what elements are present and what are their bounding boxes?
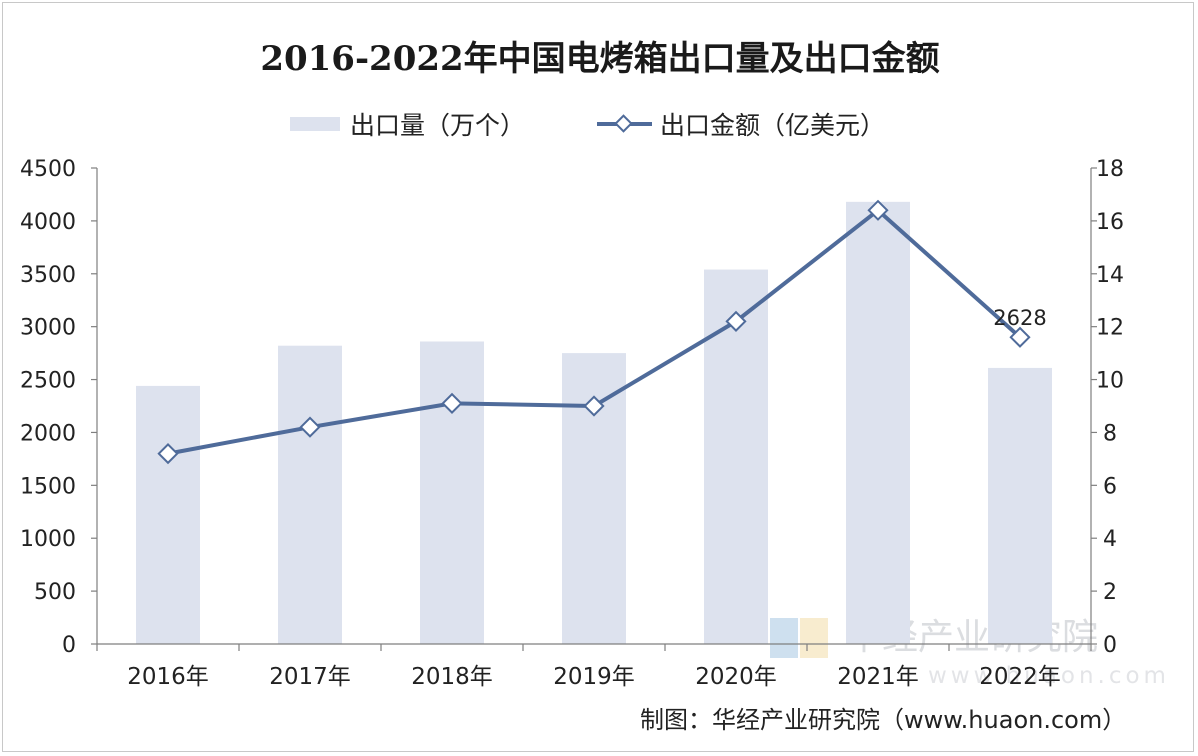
bar xyxy=(136,385,200,644)
y-right-tick-label: 18 xyxy=(1096,157,1124,182)
x-tick-label: 2017年 xyxy=(269,664,351,690)
y-right-tick-label: 10 xyxy=(1096,369,1124,394)
y-left-tick-label: 500 xyxy=(34,580,76,605)
y-right-tick-label: 16 xyxy=(1096,210,1124,235)
source-note: 制图：华经产业研究院（www.huaon.com） xyxy=(640,706,1126,734)
y-right-tick-label: 2 xyxy=(1103,580,1117,605)
y-left-tick-label: 4500 xyxy=(20,157,76,182)
y-right-tick-label: 6 xyxy=(1103,474,1117,499)
x-tick-label: 2022年 xyxy=(979,664,1061,690)
x-tick-label: 2019年 xyxy=(553,664,635,690)
watermark-logo-left xyxy=(770,618,798,658)
bar xyxy=(278,345,342,644)
y-right-tick-label: 14 xyxy=(1096,263,1124,288)
y-right-tick-label: 4 xyxy=(1103,527,1117,552)
y-right-tick-label: 0 xyxy=(1103,633,1117,658)
y-right-tick-label: 12 xyxy=(1096,316,1124,341)
chart-title: 2016-2022年中国电烤箱出口量及出口金额 xyxy=(260,39,939,79)
y-left-tick-label: 1500 xyxy=(20,474,76,499)
legend-bar-swatch xyxy=(290,117,340,131)
watermark-logo-right xyxy=(800,618,828,658)
legend: 出口量（万个） 出口金额（亿美元） xyxy=(290,111,885,140)
y-left-tick-label: 1000 xyxy=(20,527,76,552)
y-left-tick-label: 0 xyxy=(62,633,76,658)
y-left-tick-label: 3000 xyxy=(20,316,76,341)
line-point xyxy=(299,416,321,438)
y-left-tick-label: 4000 xyxy=(20,210,76,235)
watermark-url: www.huaon.com xyxy=(928,663,1170,689)
x-tick-label: 2018年 xyxy=(411,664,493,690)
x-tick-label: 2020年 xyxy=(695,664,777,690)
y-left-tick-label: 2000 xyxy=(20,421,76,446)
line-point xyxy=(583,395,605,417)
legend-bar-label: 出口量（万个） xyxy=(350,111,525,140)
y-left-tick-label: 3500 xyxy=(20,263,76,288)
x-tick-label: 2021年 xyxy=(837,664,919,690)
y-left-tick-label: 2500 xyxy=(20,369,76,394)
line-point xyxy=(725,310,747,332)
bar xyxy=(846,201,910,645)
y-right-tick-label: 8 xyxy=(1103,421,1117,446)
x-tick-label: 2016年 xyxy=(127,664,209,690)
legend-line-label: 出口金额（亿美元） xyxy=(660,111,885,140)
legend-line-marker xyxy=(614,114,633,133)
line-point xyxy=(157,442,179,465)
line-point xyxy=(867,199,889,221)
bar xyxy=(988,367,1052,644)
plot-area: 0 500 1000 1500 2000 2500 3000 3500 4000 4500 0 2 4 6… xyxy=(20,157,1124,690)
data-label: 2628 xyxy=(993,306,1046,330)
line-point xyxy=(1009,326,1031,348)
bar xyxy=(420,341,484,644)
line-point xyxy=(441,392,463,414)
